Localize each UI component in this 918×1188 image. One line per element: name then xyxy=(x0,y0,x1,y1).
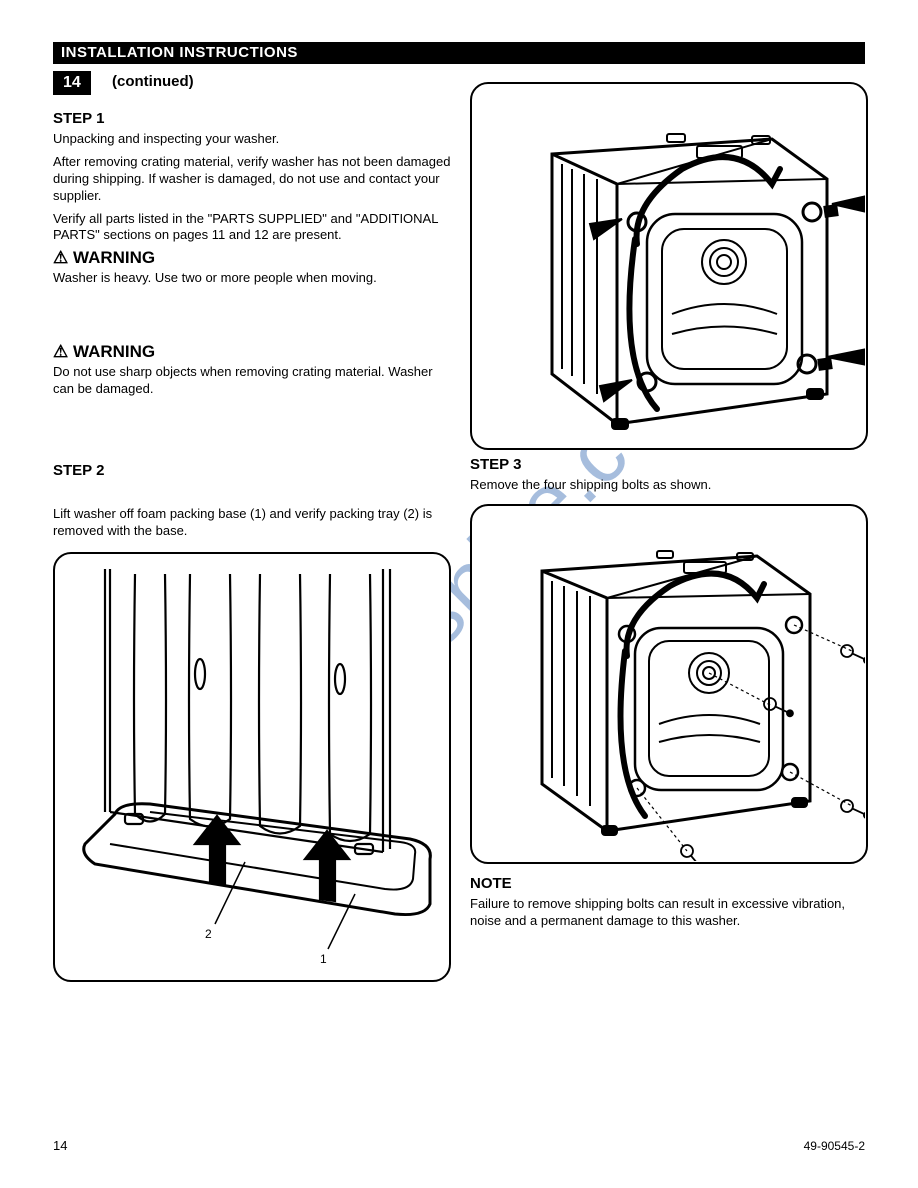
step2-text-block: Lift washer off foam packing base (1) an… xyxy=(53,506,451,540)
step2-heading: STEP 2 xyxy=(53,462,451,479)
step1-para3: Verify all parts listed in the "PARTS SU… xyxy=(53,211,451,245)
figure-label-1: 1 xyxy=(320,952,327,966)
section-header: INSTALLATION INSTRUCTIONS xyxy=(53,42,865,64)
step1-heading: STEP 1 xyxy=(53,110,451,127)
figure-bolts-removed xyxy=(470,504,868,864)
continued-label: (continued) xyxy=(112,73,194,90)
figure-packing-base: 2 1 xyxy=(53,552,451,982)
warning-a-text: Washer is heavy. Use two or more people … xyxy=(53,270,451,287)
step3-text: Remove the four shipping bolts as shown. xyxy=(470,477,868,494)
note-label: NOTE xyxy=(470,875,868,892)
warning-b-text: Do not use sharp objects when removing c… xyxy=(53,364,451,398)
footer-doc-number: 49-90545-2 xyxy=(804,1139,865,1153)
warning-icon: ⚠ xyxy=(53,248,68,267)
figure-shipping-bolts xyxy=(470,82,868,450)
page-marker: 14 xyxy=(53,71,91,95)
step2-text: Lift washer off foam packing base (1) an… xyxy=(53,506,451,540)
step1-para1: Unpacking and inspecting your washer. xyxy=(53,131,451,148)
warning-a-label-text: WARNING xyxy=(73,248,155,267)
step1-para2: After removing crating material, verify … xyxy=(53,154,451,205)
step3-heading: STEP 3 xyxy=(470,456,868,473)
warning-b-label-text: WARNING xyxy=(73,342,155,361)
warning-a-label: ⚠ WARNING xyxy=(53,248,451,268)
step3-block: STEP 3 Remove the four shipping bolts as… xyxy=(470,456,868,494)
warning-b-label: ⚠ WARNING xyxy=(53,342,451,362)
page-number: 14 xyxy=(53,1138,67,1153)
warnings-block: ⚠ WARNING Washer is heavy. Use two or mo… xyxy=(53,248,451,398)
step2-block: STEP 2 xyxy=(53,462,451,483)
note-block: NOTE Failure to remove shipping bolts ca… xyxy=(470,875,868,930)
warning-icon: ⚠ xyxy=(53,342,68,361)
step1-block: STEP 1 Unpacking and inspecting your was… xyxy=(53,110,451,244)
figure-label-2: 2 xyxy=(205,927,212,941)
note-text: Failure to remove shipping bolts can res… xyxy=(470,896,868,930)
